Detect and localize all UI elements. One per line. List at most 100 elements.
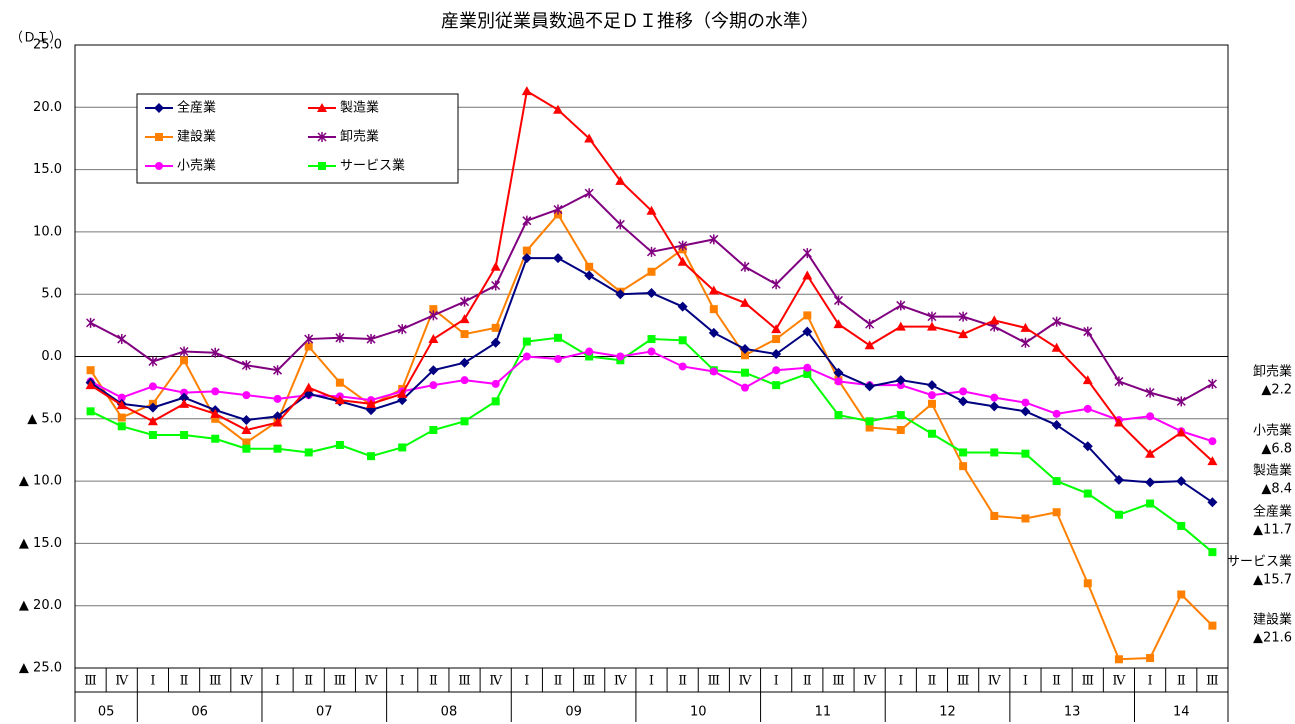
- marker: [1113, 474, 1124, 485]
- marker: [522, 215, 532, 226]
- marker: [865, 319, 875, 330]
- marker: [317, 103, 327, 112]
- x-tick-label: Ⅲ: [334, 674, 347, 689]
- legend-box: [136, 93, 459, 184]
- marker: [116, 400, 127, 410]
- x-tick-label: Ⅳ: [988, 674, 1002, 689]
- marker: [959, 387, 968, 396]
- marker: [210, 347, 220, 358]
- x-group-label: 06: [191, 705, 208, 720]
- marker: [273, 365, 283, 376]
- marker: [273, 444, 282, 453]
- annotation-value: ▲11.7: [1253, 523, 1292, 538]
- marker: [1052, 477, 1061, 486]
- x-tick-label: Ⅰ: [150, 674, 155, 689]
- legend-label: 全産業: [177, 100, 216, 116]
- marker: [678, 240, 688, 251]
- marker: [553, 104, 564, 114]
- marker: [1020, 322, 1031, 332]
- marker: [428, 365, 439, 376]
- marker: [491, 323, 500, 332]
- marker: [521, 86, 532, 96]
- marker: [521, 253, 532, 264]
- marker: [180, 430, 189, 439]
- marker: [1145, 387, 1155, 398]
- marker: [772, 335, 781, 344]
- x-tick-label: Ⅱ: [554, 674, 563, 689]
- marker: [678, 336, 687, 345]
- marker: [990, 448, 999, 457]
- marker: [1208, 548, 1217, 557]
- marker: [1083, 489, 1092, 498]
- legend-label: 卸売業: [340, 129, 379, 145]
- marker: [989, 315, 1000, 325]
- x-group-label: 12: [939, 705, 956, 720]
- y-tick-label: 15.0: [33, 162, 62, 177]
- marker: [958, 329, 969, 339]
- marker: [241, 415, 252, 426]
- plot-border: [74, 44, 1229, 669]
- x-tick-label: Ⅲ: [458, 674, 471, 689]
- marker: [154, 103, 164, 113]
- marker: [86, 317, 96, 328]
- legend-label: サービス業: [340, 158, 405, 174]
- x-tick-label: Ⅲ: [84, 674, 97, 689]
- marker: [1177, 521, 1186, 530]
- marker: [1114, 655, 1123, 664]
- marker: [242, 444, 251, 453]
- marker: [1146, 654, 1155, 663]
- x-tick-label: Ⅳ: [240, 674, 254, 689]
- marker: [522, 337, 531, 346]
- marker: [155, 162, 163, 170]
- marker: [459, 314, 470, 324]
- x-tick-label: Ⅰ: [400, 674, 405, 689]
- marker: [833, 319, 844, 329]
- y-tick-label: ▲ 5.0: [27, 411, 62, 426]
- x-tick-label: Ⅳ: [489, 674, 503, 689]
- marker: [429, 305, 438, 314]
- marker: [740, 351, 749, 360]
- marker: [833, 295, 844, 306]
- x-tick-label: Ⅱ: [180, 674, 189, 689]
- marker: [709, 234, 719, 245]
- marker: [211, 434, 220, 443]
- marker: [677, 301, 688, 312]
- marker: [895, 375, 906, 386]
- legend-label: 建設業: [177, 129, 216, 145]
- marker: [429, 426, 438, 435]
- x-tick-label: Ⅰ: [898, 674, 903, 689]
- marker: [148, 356, 158, 367]
- marker: [304, 448, 313, 457]
- x-group-label: 09: [565, 705, 582, 720]
- marker: [317, 132, 327, 142]
- x-tick-label: Ⅱ: [1052, 674, 1061, 689]
- marker: [491, 280, 501, 291]
- marker: [803, 363, 812, 372]
- marker: [366, 334, 376, 345]
- marker: [771, 349, 782, 360]
- marker: [397, 324, 407, 335]
- marker: [1020, 337, 1030, 348]
- marker: [148, 382, 157, 391]
- y-tick-label: ▲ 10.0: [19, 474, 62, 489]
- marker: [86, 366, 95, 375]
- marker: [772, 366, 781, 375]
- y-tick-label: ▲ 15.0: [19, 536, 62, 551]
- marker: [803, 311, 812, 320]
- marker: [615, 219, 625, 230]
- annotation-value: ▲2.2: [1261, 383, 1292, 398]
- marker: [646, 205, 657, 215]
- marker: [211, 414, 220, 423]
- x-tick-label: Ⅰ: [1148, 674, 1153, 689]
- marker: [927, 429, 936, 438]
- marker: [678, 362, 687, 371]
- marker: [864, 381, 875, 392]
- marker: [927, 391, 936, 400]
- x-tick-label: Ⅳ: [614, 674, 628, 689]
- x-tick-label: Ⅰ: [649, 674, 654, 689]
- x-group-label: 07: [316, 705, 333, 720]
- marker: [179, 392, 190, 403]
- marker: [335, 378, 344, 387]
- marker: [803, 369, 812, 378]
- x-group-label: 05: [98, 705, 115, 720]
